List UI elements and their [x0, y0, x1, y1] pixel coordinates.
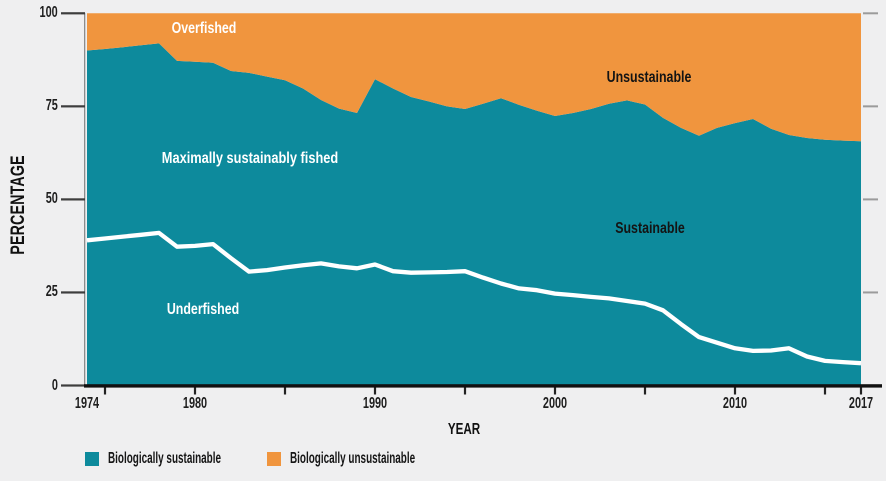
label-sustainable: Sustainable	[615, 220, 685, 237]
y-tick-mark	[61, 198, 85, 201]
unsustainable-swatch	[267, 452, 281, 466]
y-tick-mark-right	[863, 198, 878, 201]
y-tick-mark-right	[863, 291, 878, 294]
y-tick-label: 50	[45, 190, 58, 208]
x-axis-title: YEAR	[447, 421, 481, 438]
y-tick-label: 25	[45, 283, 58, 301]
x-tick-label: 2000	[542, 395, 568, 412]
sustainable-area	[87, 43, 861, 388]
x-tick-mark	[553, 387, 557, 395]
legend-label-sustainable: Biologically sustainable	[108, 450, 222, 467]
sustainable-swatch	[85, 452, 99, 466]
y-tick-mark-right	[863, 105, 878, 108]
y-tick-label: 100	[39, 4, 58, 22]
x-tick-mark	[103, 387, 107, 395]
y-tick-mark	[61, 12, 85, 15]
y-tick-label: 75	[45, 97, 58, 115]
y-tick-mark	[61, 105, 85, 108]
underfished-boundary-line	[86, 230, 862, 366]
label-unsustainable: Unsustainable	[606, 69, 692, 86]
x-tick-mark	[733, 387, 737, 395]
y-axis-title: PERCENTAGE	[8, 155, 29, 255]
x-tick-mark	[193, 387, 197, 395]
x-tick-mark	[643, 387, 647, 395]
y-tick-mark-right	[863, 12, 878, 15]
x-tick-mark	[463, 387, 467, 395]
unsustainable-area	[87, 13, 861, 142]
x-tick-mark	[283, 387, 287, 395]
x-tick-label: 1980	[182, 395, 208, 412]
axis-ticks	[61, 12, 878, 395]
x-tick-mark	[373, 387, 377, 395]
x-tick-label: 2017	[848, 395, 874, 412]
x-tick-label: 2010	[722, 395, 748, 412]
x-tick-label: 1974	[74, 395, 100, 412]
y-tick-mark	[61, 291, 85, 294]
legend-label-unsustainable: Biologically unsustainable	[290, 450, 416, 467]
x-tick-mark	[823, 387, 827, 395]
label-underfished: Underfished	[166, 301, 240, 318]
y-tick-mark	[61, 384, 85, 387]
x-tick-mark	[859, 387, 863, 395]
y-tick-label: 0	[51, 376, 58, 394]
x-axis	[84, 384, 882, 388]
label-maximally-sustainably-fished: Maximally sustainably fished	[161, 150, 339, 167]
label-overfished: Overfished	[171, 20, 237, 37]
x-tick-label: 1990	[362, 395, 388, 412]
